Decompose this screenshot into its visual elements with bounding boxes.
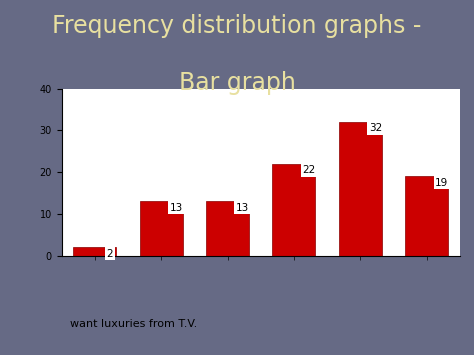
Text: 2: 2 <box>107 248 113 258</box>
Text: 32: 32 <box>369 124 382 133</box>
Text: 22: 22 <box>302 165 316 175</box>
Bar <box>272 164 315 256</box>
Bar <box>338 122 382 256</box>
Text: Bar graph: Bar graph <box>179 71 295 95</box>
Text: Frequency distribution graphs -: Frequency distribution graphs - <box>52 14 422 38</box>
Text: want luxuries from T.V.: want luxuries from T.V. <box>70 319 197 329</box>
Bar <box>73 247 116 256</box>
Text: 19: 19 <box>435 178 448 187</box>
Bar <box>206 201 249 256</box>
Text: 13: 13 <box>236 203 249 213</box>
Bar <box>405 176 448 256</box>
Bar <box>139 201 182 256</box>
Text: 13: 13 <box>170 203 183 213</box>
